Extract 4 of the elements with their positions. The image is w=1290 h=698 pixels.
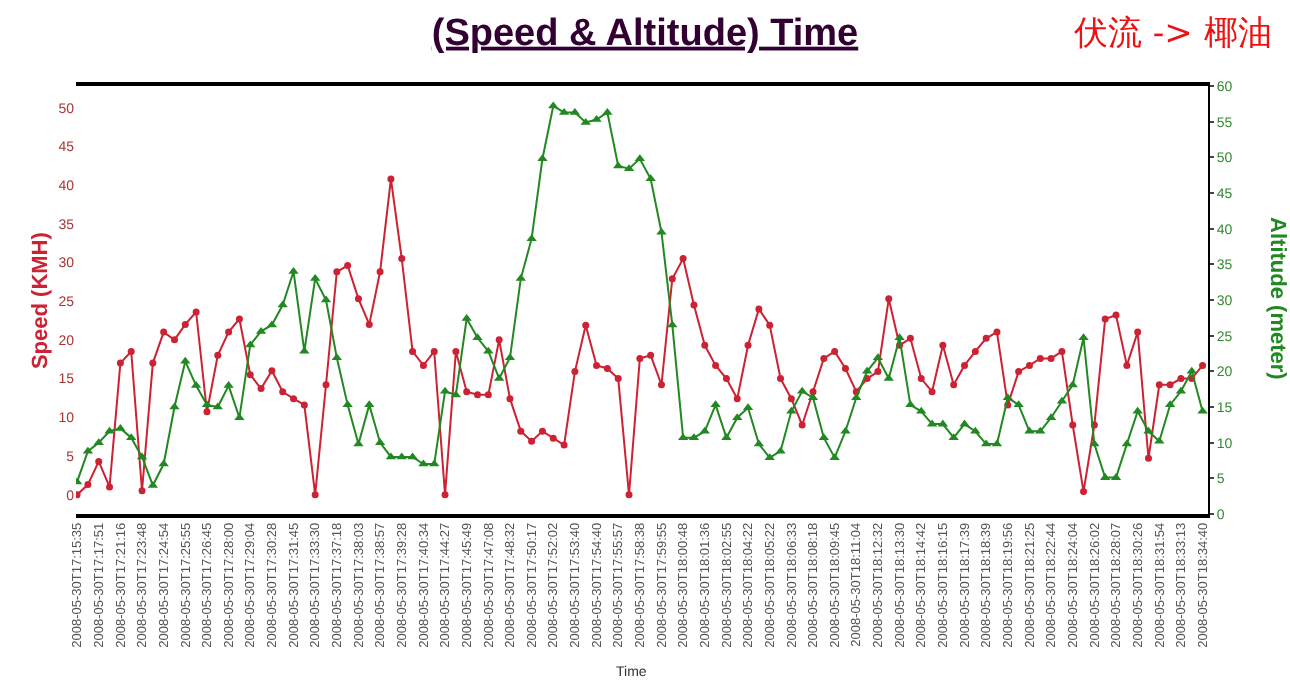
y-axis-title: Speed (KMH): [29, 231, 54, 370]
y2-axis-title: Altitude (meter): [1264, 217, 1289, 381]
chart-title: (Speed & Altitude) Time: [431, 12, 859, 55]
text: 伏流 -> 椰油: [1074, 14, 1272, 54]
